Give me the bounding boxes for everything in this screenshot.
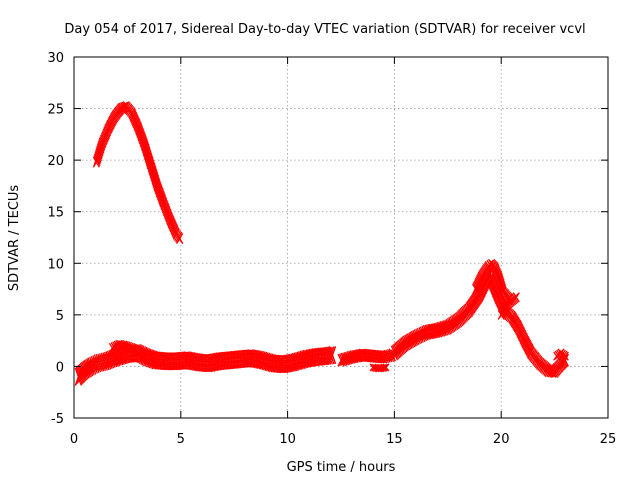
data-point (388, 348, 396, 362)
series-early-arc (92, 101, 184, 244)
data-point (387, 349, 395, 362)
series-tail-end (553, 348, 569, 361)
data-point (327, 346, 335, 365)
series-bump-2h (108, 339, 142, 356)
y-tick-label: 0 (56, 360, 64, 375)
data-point (176, 233, 184, 244)
data-point (396, 340, 404, 356)
data-point (408, 332, 416, 348)
x-tick-label: 5 (177, 432, 185, 447)
data-series (74, 101, 569, 386)
y-tick-label: 25 (47, 103, 64, 118)
data-point (400, 337, 408, 353)
data-point (380, 363, 388, 372)
series-baseline-noisy (74, 344, 337, 386)
y-tick-label: 30 (47, 51, 64, 66)
x-tick-label: 0 (70, 432, 78, 447)
data-point (399, 338, 407, 354)
data-point (328, 346, 337, 365)
y-tick-label: -5 (51, 412, 64, 427)
y-tick-label: 5 (56, 309, 64, 324)
data-point (549, 364, 557, 378)
x-axis-label: GPS time / hours (287, 460, 396, 475)
data-point (404, 334, 412, 350)
plot-frame (73, 56, 609, 419)
data-point (397, 339, 406, 355)
y-tick-label: 15 (47, 206, 64, 221)
data-point (395, 341, 403, 357)
data-point (392, 344, 400, 360)
data-point (393, 343, 401, 359)
data-point (134, 346, 142, 356)
x-tick-label: 20 (493, 432, 510, 447)
data-point (512, 292, 520, 303)
x-tick-label: 25 (600, 432, 617, 447)
y-tick-label: 20 (47, 154, 64, 169)
y-axis-label: SDTVAR / TECUs (7, 185, 22, 292)
data-point (456, 311, 464, 327)
series-dip-14h (369, 363, 390, 373)
data-point (382, 363, 390, 372)
series-fall-and-tail (486, 272, 569, 378)
x-tick-label: 15 (386, 432, 403, 447)
data-point (83, 359, 91, 378)
data-point (390, 345, 398, 361)
data-point (561, 351, 569, 361)
y-tick-label: 10 (47, 257, 64, 272)
series-segment-12-15 (337, 348, 396, 367)
data-point (132, 345, 141, 356)
x-tick-label: 10 (279, 432, 296, 447)
chart-title: Day 054 of 2017, Sidereal Day-to-day VTE… (64, 22, 585, 37)
axis-ticks: 0 5 10 15 20 25 -5 0 5 10 15 20 25 30 (47, 51, 616, 447)
